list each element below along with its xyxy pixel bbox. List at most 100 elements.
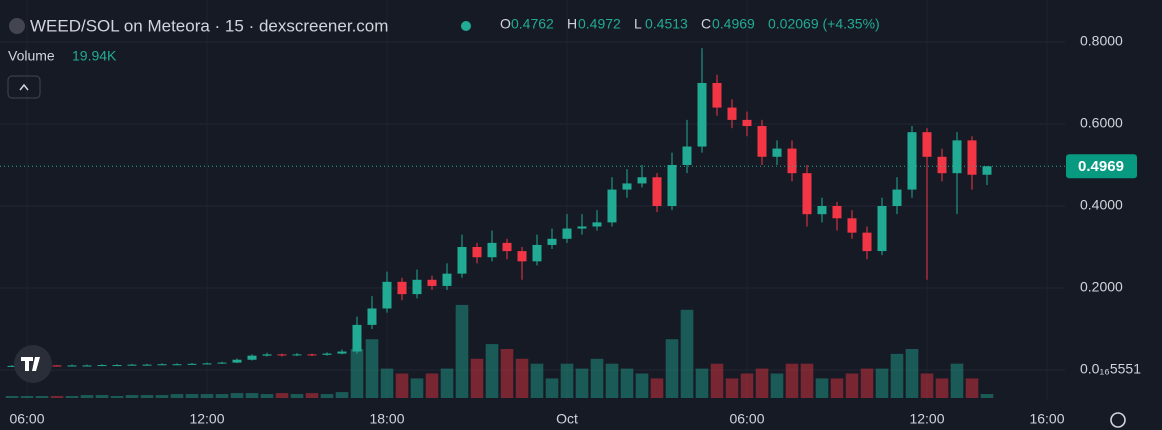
candle-body <box>547 238 557 245</box>
tv-logo <box>14 345 52 383</box>
volume-bar <box>500 349 514 398</box>
volume-bar <box>860 368 874 398</box>
volume-bar <box>545 378 559 398</box>
volume-bar <box>95 395 109 398</box>
volume-bar <box>35 396 49 398</box>
candle-body <box>352 324 362 352</box>
candle-body <box>937 156 947 174</box>
candle-body <box>457 246 467 274</box>
candle-body <box>112 365 122 367</box>
candle-body <box>892 189 902 206</box>
collapse-button[interactable] <box>7 75 41 99</box>
x-tick-label: 16:00 <box>1029 411 1064 427</box>
tv-logo-mark <box>21 357 40 371</box>
volume-bar <box>80 395 94 398</box>
volume-bar <box>305 393 319 398</box>
candle-body <box>697 82 707 147</box>
volume-bar <box>740 373 754 398</box>
candle-body <box>337 351 347 354</box>
volume-bar <box>620 368 634 398</box>
volume-bar <box>830 378 844 398</box>
ohlc-letter: O <box>500 16 511 32</box>
candle-body <box>517 251 527 262</box>
volume-bar <box>290 394 304 398</box>
candle-body <box>652 177 662 206</box>
candle-body <box>832 205 842 219</box>
volume-bar <box>515 358 529 398</box>
candle-body <box>877 205 887 252</box>
volume-bar <box>560 363 574 398</box>
volume-bar <box>395 373 409 398</box>
chart-title: WEED/SOL on Meteora · 15 · dexscreener.c… <box>30 16 388 35</box>
volume-bar <box>845 373 859 398</box>
y-tick-label: 0.4000 <box>1080 197 1123 213</box>
candle-body <box>922 132 932 157</box>
candle-body <box>817 205 827 215</box>
volume-bar <box>575 368 589 398</box>
candle-body <box>307 354 317 356</box>
volume-bar <box>935 378 949 398</box>
ohlc-letter: C <box>701 16 711 32</box>
volume-bar <box>980 394 994 398</box>
candle-body <box>592 222 602 227</box>
marks <box>0 48 1065 398</box>
volume-bar <box>680 309 694 398</box>
change-value: 0.02069 (+4.35%) <box>768 16 880 32</box>
candle-body <box>97 365 107 367</box>
volume-bar <box>815 378 829 398</box>
candle-body <box>757 126 767 157</box>
candle-body <box>562 228 572 239</box>
candle-body <box>232 359 242 363</box>
volume-bar <box>140 395 154 398</box>
ohlc-letter: L <box>634 16 642 32</box>
ohlc-value: 0.4972 <box>578 16 621 32</box>
volume-bar <box>950 363 964 398</box>
candle-body <box>847 218 857 233</box>
volume-bar <box>410 378 424 398</box>
candle-body <box>382 281 392 309</box>
candle-body <box>802 173 812 215</box>
candle-body <box>127 364 137 366</box>
volume-value: 19.94K <box>72 48 117 64</box>
candle-body <box>472 246 482 258</box>
volume-bar <box>350 349 364 398</box>
settings-icon[interactable] <box>1110 412 1126 428</box>
status-dot <box>461 21 471 31</box>
ohlc-value: 0.4513 <box>645 16 688 32</box>
candle-body <box>292 354 302 356</box>
volume-bar <box>275 393 289 398</box>
candle-body <box>52 365 62 367</box>
candle-body <box>202 363 212 365</box>
volume-bar <box>665 339 679 398</box>
volume-bar <box>965 378 979 398</box>
candle-body <box>532 244 542 262</box>
volume-bar <box>200 394 214 398</box>
candle-body <box>607 189 617 223</box>
x-tick-label: 06:00 <box>9 411 44 427</box>
volume-bar <box>800 363 814 398</box>
x-tick-label: 06:00 <box>729 411 764 427</box>
volume-bar <box>380 368 394 398</box>
candle-body <box>667 164 677 206</box>
candle-body <box>172 364 182 366</box>
volume-bar <box>695 368 709 398</box>
candle-body <box>502 242 512 252</box>
x-tick-label: 12:00 <box>909 411 944 427</box>
volume-bar <box>875 368 889 398</box>
volume-bar <box>920 373 934 398</box>
candle-body <box>907 132 917 190</box>
candle-body <box>622 183 632 190</box>
volume-bar <box>590 358 604 398</box>
volume-bar <box>470 358 484 398</box>
y-tick-label: 0.6000 <box>1080 115 1123 131</box>
candle-body <box>67 365 77 367</box>
x-tick-label: 18:00 <box>369 411 404 427</box>
volume-bar <box>125 395 139 398</box>
y-tick-label: 0.2000 <box>1080 279 1123 295</box>
ohlc-letter: H <box>567 16 577 32</box>
volume-bar <box>170 394 184 398</box>
volume-bar <box>5 396 19 398</box>
volume-bar <box>335 392 349 398</box>
